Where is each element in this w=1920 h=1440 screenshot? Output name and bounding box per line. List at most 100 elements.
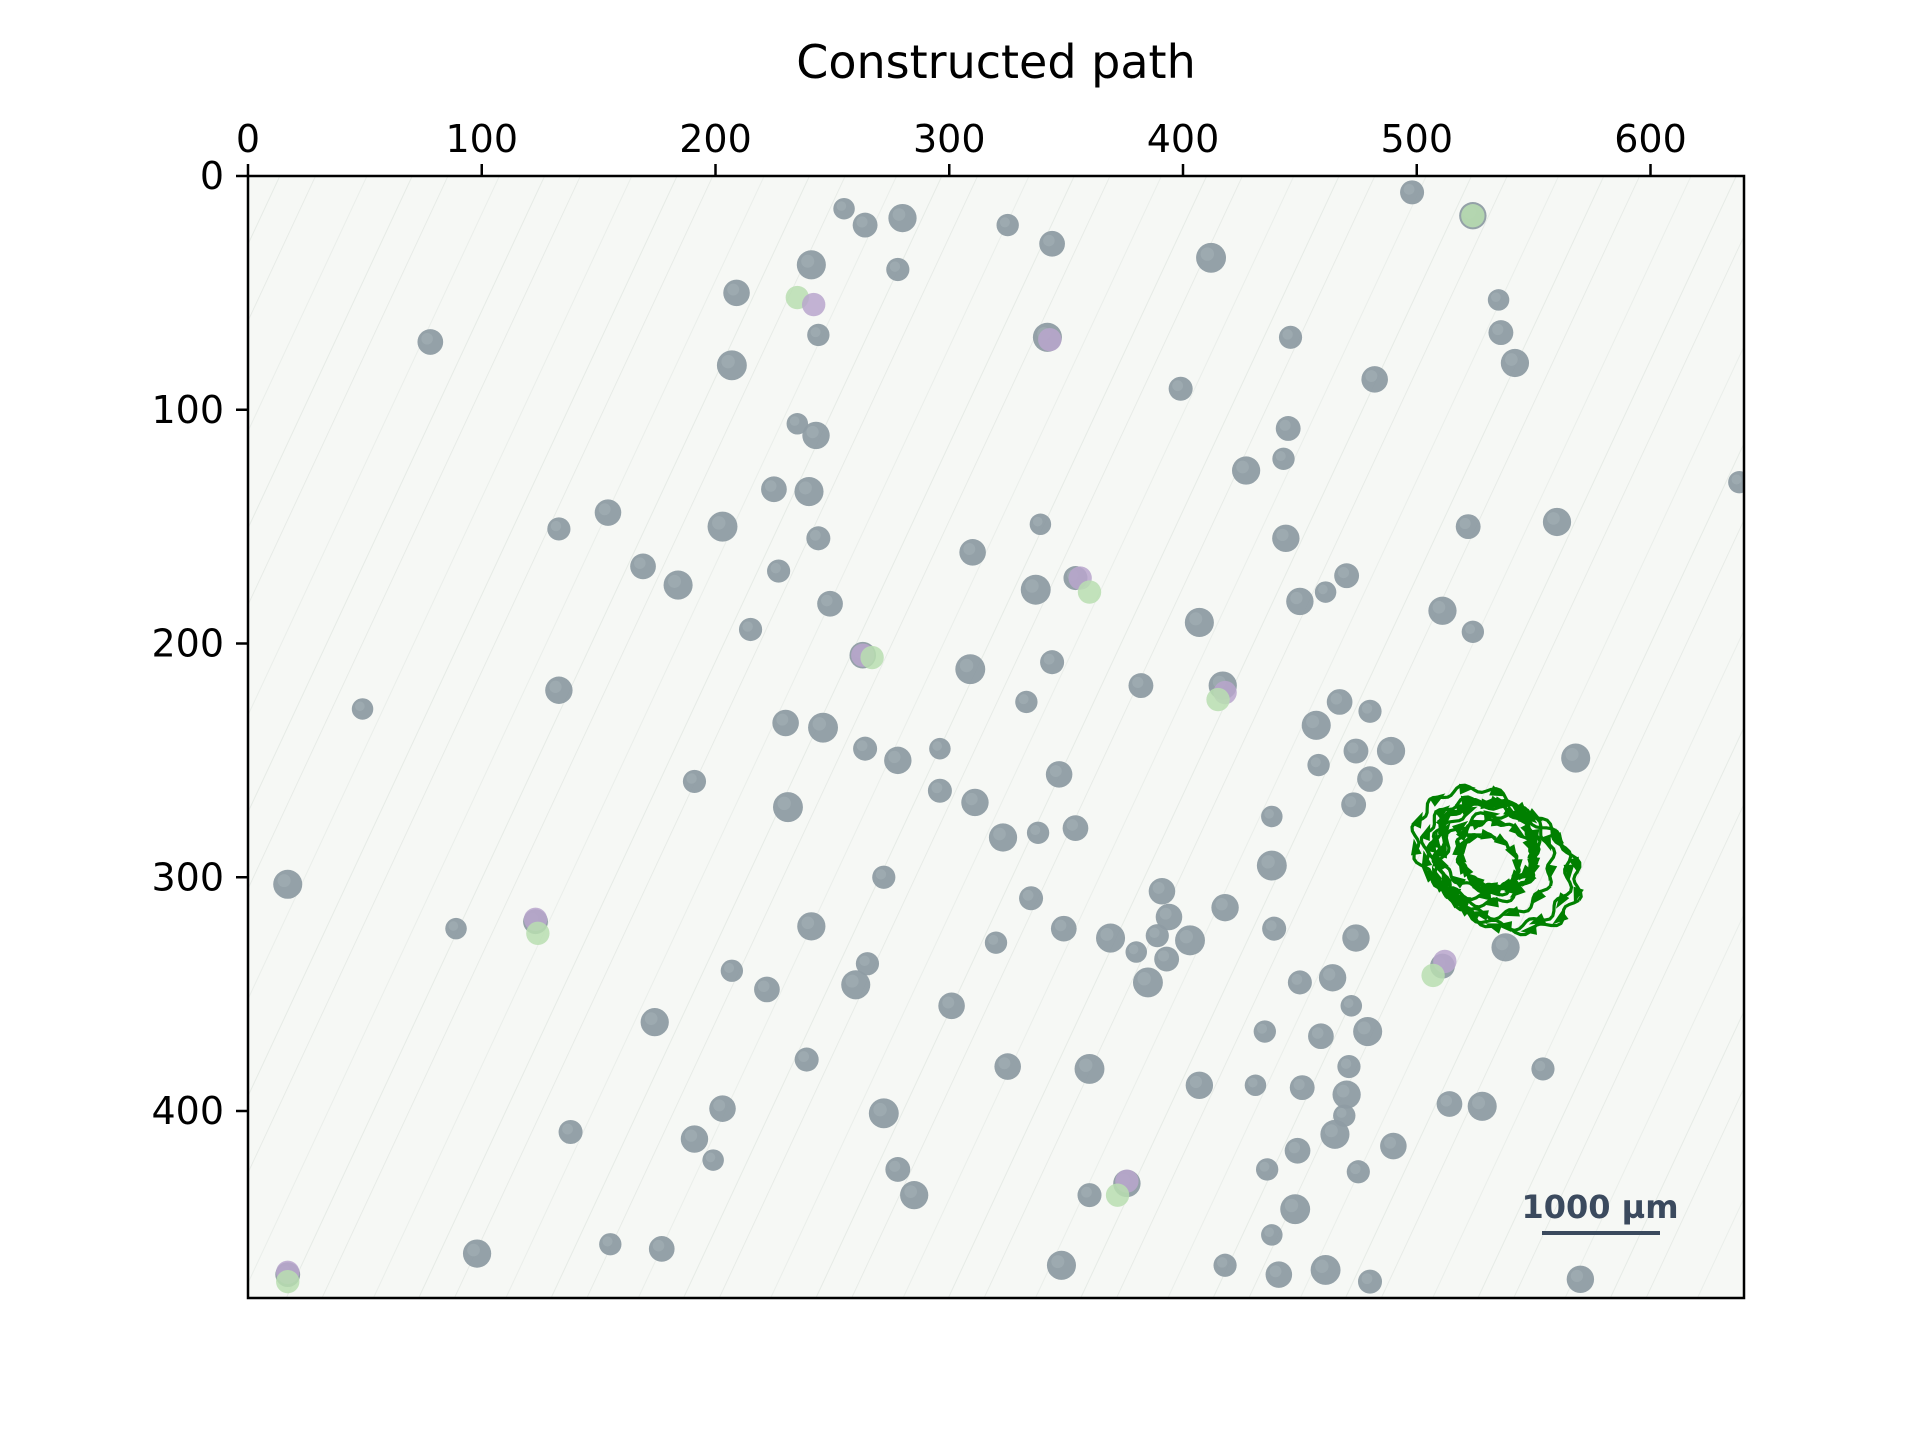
droplet-highlight [757,980,770,993]
path-arrowhead [1528,913,1546,925]
path-arrowhead [1460,860,1474,878]
path-arrowhead [1435,813,1451,830]
path-arrowhead [1468,874,1485,889]
green-tinted-droplet [1105,1183,1130,1207]
x-tick-label: 500 [1380,117,1453,161]
droplet-highlight [801,916,815,930]
scalebar: 1000 µm [1521,1188,1679,1235]
x-tick-label: 100 [445,117,518,161]
droplet-highlight [789,416,800,426]
droplet-highlight [1347,742,1359,754]
droplet-highlight [1361,770,1373,782]
path-arrowhead [1552,910,1569,925]
path-arrowhead [1482,896,1499,908]
droplet-highlight [1344,796,1357,808]
droplet-highlight [1054,919,1067,932]
path-arrowhead [1489,785,1507,797]
path-arrowhead [1502,906,1520,917]
droplet-highlight [277,874,291,888]
path-arrowhead [1495,878,1513,889]
green-tinted-droplet [860,645,884,670]
droplet-highlight [764,480,777,492]
droplet-highlight [1336,1107,1347,1118]
path-arrowhead [1485,923,1503,934]
droplet-highlight [770,562,781,574]
droplet-highlight [904,1185,918,1198]
path-loop [1431,800,1538,894]
droplet-highlight [1247,1077,1258,1088]
path-arrowhead [1421,850,1433,868]
droplet-highlight [875,869,887,880]
x-axis: 0 100 200 300 400 500 600 [236,117,1687,176]
path-arrowhead [1548,828,1565,844]
path-arrowhead [1455,836,1470,853]
path-arrowhead [1493,833,1511,848]
path-arrowhead [1483,810,1501,821]
droplet-highlight [1492,323,1504,336]
y-axis: 0 100 200 300 400 [151,154,248,1133]
droplet-highlight [1432,600,1446,614]
droplet-highlight [598,503,611,516]
droplet-highlight [1361,1273,1373,1285]
path-arrowhead [1514,801,1529,818]
droplet-highlight [999,217,1010,228]
path-arrowhead [1471,819,1489,831]
droplet-highlight [721,354,735,369]
droplet-highlight [1343,998,1354,1008]
droplet-highlight [1565,747,1579,761]
droplet-highlight [1216,1257,1228,1268]
droplet-highlight [959,658,974,673]
path-arrowhead [1568,856,1579,874]
droplet-highlight [1465,623,1476,635]
path-arrowhead [1465,833,1484,844]
droplet-highlight [1200,247,1215,261]
droplet-highlight [801,254,815,268]
x-tick-label: 200 [679,117,752,161]
droplet-highlight [821,594,833,607]
droplet-highlight [1043,234,1055,247]
droplet-highlight [1018,694,1029,705]
droplet-highlight [777,796,791,811]
path-arrowhead [1511,859,1523,876]
droplet-highlight [856,216,868,228]
path-arrowhead [1555,892,1570,909]
path-arrowhead [1563,864,1575,881]
droplet-highlight [742,621,753,632]
droplet-highlight [1357,1021,1371,1035]
droplet-highlight [1731,474,1742,485]
droplet-highlight [1261,855,1275,869]
droplet-highlight [1275,451,1286,462]
y-tick-label: 200 [151,622,224,666]
droplet-highlight [1284,1198,1299,1213]
droplet-highlight [448,921,459,931]
droplet-highlight [1459,517,1471,530]
plot-area: 1000 µm [248,176,1744,1298]
droplet-highlight [993,827,1006,841]
droplet-highlight [1189,1075,1203,1089]
droplet-highlight [724,962,735,973]
droplet-highlight [1288,1141,1301,1154]
droplet-highlight [1179,929,1194,944]
droplet-layer [273,180,1744,1294]
green-tinted-droplet [1077,580,1102,604]
droplet-highlight [1051,1255,1065,1269]
droplet-highlight [798,481,812,495]
path-loop [1410,783,1542,901]
path-arrowhead [1530,889,1547,905]
droplet-highlight [845,974,859,988]
droplet-highlight [1361,703,1373,714]
droplet-highlight [1505,353,1518,366]
path-arrowhead [1518,811,1536,822]
droplet-highlight [1570,1269,1584,1283]
droplet-highlight [1384,1136,1397,1149]
path-arrowhead [1508,869,1523,886]
droplet-highlight [1172,380,1184,392]
droplet-highlight [1152,881,1165,894]
path-arrowhead [1526,808,1543,822]
path-arrowhead [1522,837,1535,855]
x-tick-label: 300 [913,117,986,161]
green-tinted-droplet [1461,204,1485,228]
droplet-highlight [1149,927,1160,939]
droplet-highlight [549,680,562,693]
